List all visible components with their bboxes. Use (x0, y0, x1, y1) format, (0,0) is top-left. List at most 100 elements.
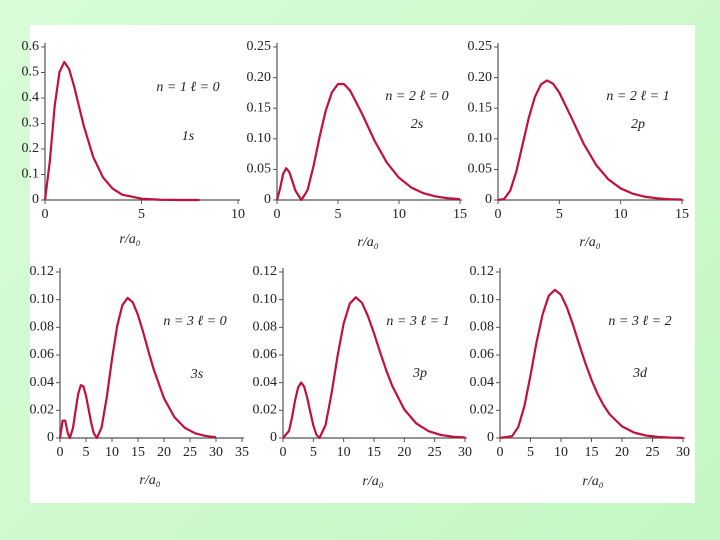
x-tick-label: 5 (556, 207, 563, 222)
y-tick-label: 0.12 (470, 264, 495, 279)
y-tick-label: 0.02 (470, 403, 495, 418)
y-tick-label: 0.10 (253, 292, 278, 307)
y-tick-label: 0 (485, 192, 492, 207)
y-tick-label: 0.12 (253, 264, 278, 279)
annotation: n = 2 ℓ = 1 (606, 89, 669, 104)
x-tick-label: 0 (274, 207, 281, 222)
y-tick-label: 0 (47, 430, 54, 445)
curve (282, 296, 466, 440)
y-tick-label: 0.10 (468, 131, 493, 146)
x-tick-label: 25 (428, 445, 442, 460)
y-tick-label: 0 (270, 430, 277, 445)
x-tick-label: 0 (42, 207, 49, 222)
x-tick-label: 20 (397, 445, 411, 460)
y-tick-label: 0.08 (253, 320, 278, 335)
x-axis-label: r/a₀ (362, 474, 383, 489)
y-tick-label: 0.08 (470, 320, 495, 335)
annotation: n = 2 ℓ = 0 (385, 89, 448, 104)
x-axis-label: r/a₀ (139, 473, 160, 488)
y-tick-label: 0 (264, 192, 271, 207)
y-tick-label: 0.2 (22, 141, 40, 156)
annotation: 2p (631, 117, 645, 132)
x-tick-label: 30 (209, 445, 223, 460)
x-tick-label: 30 (676, 445, 690, 460)
curve (499, 288, 684, 440)
y-tick-label: 0.05 (468, 162, 493, 177)
annotation: 1s (182, 129, 195, 144)
y-tick-label: 0.15 (468, 100, 493, 115)
x-tick-label: 0 (57, 445, 64, 460)
y-tick-label: 0.06 (470, 347, 495, 362)
x-tick-label: 10 (614, 207, 628, 222)
x-axis-label: r/a₀ (357, 235, 378, 250)
x-tick-label: 10 (392, 207, 406, 222)
x-tick-label: 10 (105, 445, 119, 460)
y-tick-label: 0.20 (247, 70, 272, 85)
y-tick-label: 0.5 (22, 65, 40, 80)
x-tick-label: 25 (646, 445, 660, 460)
x-tick-label: 0 (497, 445, 504, 460)
y-tick-label: 0.06 (30, 347, 55, 362)
y-tick-label: 0.12 (30, 264, 55, 279)
x-tick-label: 25 (183, 445, 197, 460)
x-tick-label: 15 (675, 207, 689, 222)
y-tick-label: 0.08 (30, 320, 55, 335)
x-tick-label: 15 (585, 445, 599, 460)
white-panel (30, 25, 695, 503)
x-tick-label: 5 (138, 207, 145, 222)
y-tick-label: 0.6 (22, 39, 40, 54)
curve (497, 79, 683, 202)
annotation: n = 3 ℓ = 2 (608, 314, 671, 329)
y-tick-label: 0.04 (30, 375, 55, 390)
curve (43, 60, 200, 202)
annotation: n = 3 ℓ = 0 (163, 314, 226, 329)
x-axis-label: r/a₀ (582, 474, 603, 489)
x-axis-label: r/a₀ (119, 232, 140, 247)
y-tick-label: 0.1 (22, 167, 40, 182)
x-tick-label: 10 (554, 445, 568, 460)
x-tick-label: 5 (335, 207, 342, 222)
x-tick-label: 15 (131, 445, 145, 460)
y-tick-label: 0.04 (253, 375, 278, 390)
y-tick-label: 0.15 (247, 100, 272, 115)
curve (275, 82, 461, 202)
y-tick-label: 0.25 (468, 39, 493, 54)
x-tick-label: 5 (527, 445, 534, 460)
annotation: n = 3 ℓ = 1 (386, 314, 449, 329)
x-tick-label: 5 (83, 445, 90, 460)
x-tick-label: 0 (495, 207, 502, 222)
x-tick-label: 10 (337, 445, 351, 460)
y-tick-label: 0.06 (253, 347, 278, 362)
annotation: n = 1 ℓ = 0 (156, 80, 219, 95)
y-tick-label: 0.25 (247, 39, 272, 54)
annotation: 3p (412, 366, 427, 381)
x-tick-label: 15 (367, 445, 381, 460)
y-tick-label: 0.05 (247, 162, 272, 177)
y-tick-label: 0.04 (470, 375, 495, 390)
x-tick-label: 15 (453, 207, 467, 222)
x-tick-label: 20 (157, 445, 171, 460)
y-tick-label: 0.10 (30, 292, 55, 307)
x-tick-label: 30 (458, 445, 472, 460)
x-tick-label: 20 (615, 445, 629, 460)
x-axis-label: r/a₀ (579, 235, 600, 250)
y-tick-label: 0.3 (22, 116, 40, 131)
x-tick-label: 10 (231, 207, 245, 222)
annotation: 2s (411, 117, 424, 132)
y-tick-label: 0.4 (22, 90, 40, 105)
y-tick-label: 0.10 (470, 292, 495, 307)
annotation: 3s (190, 367, 204, 382)
y-tick-label: 0.20 (468, 70, 493, 85)
curve (58, 296, 217, 440)
y-tick-label: 0.02 (253, 403, 278, 418)
x-tick-label: 0 (280, 445, 287, 460)
y-tick-label: 0.02 (30, 403, 55, 418)
x-tick-label: 5 (310, 445, 317, 460)
y-tick-label: 0 (32, 192, 39, 207)
annotation: 3d (632, 366, 648, 381)
y-tick-label: 0.10 (247, 131, 272, 146)
x-tick-label: 35 (235, 445, 249, 460)
y-tick-label: 0 (487, 430, 494, 445)
